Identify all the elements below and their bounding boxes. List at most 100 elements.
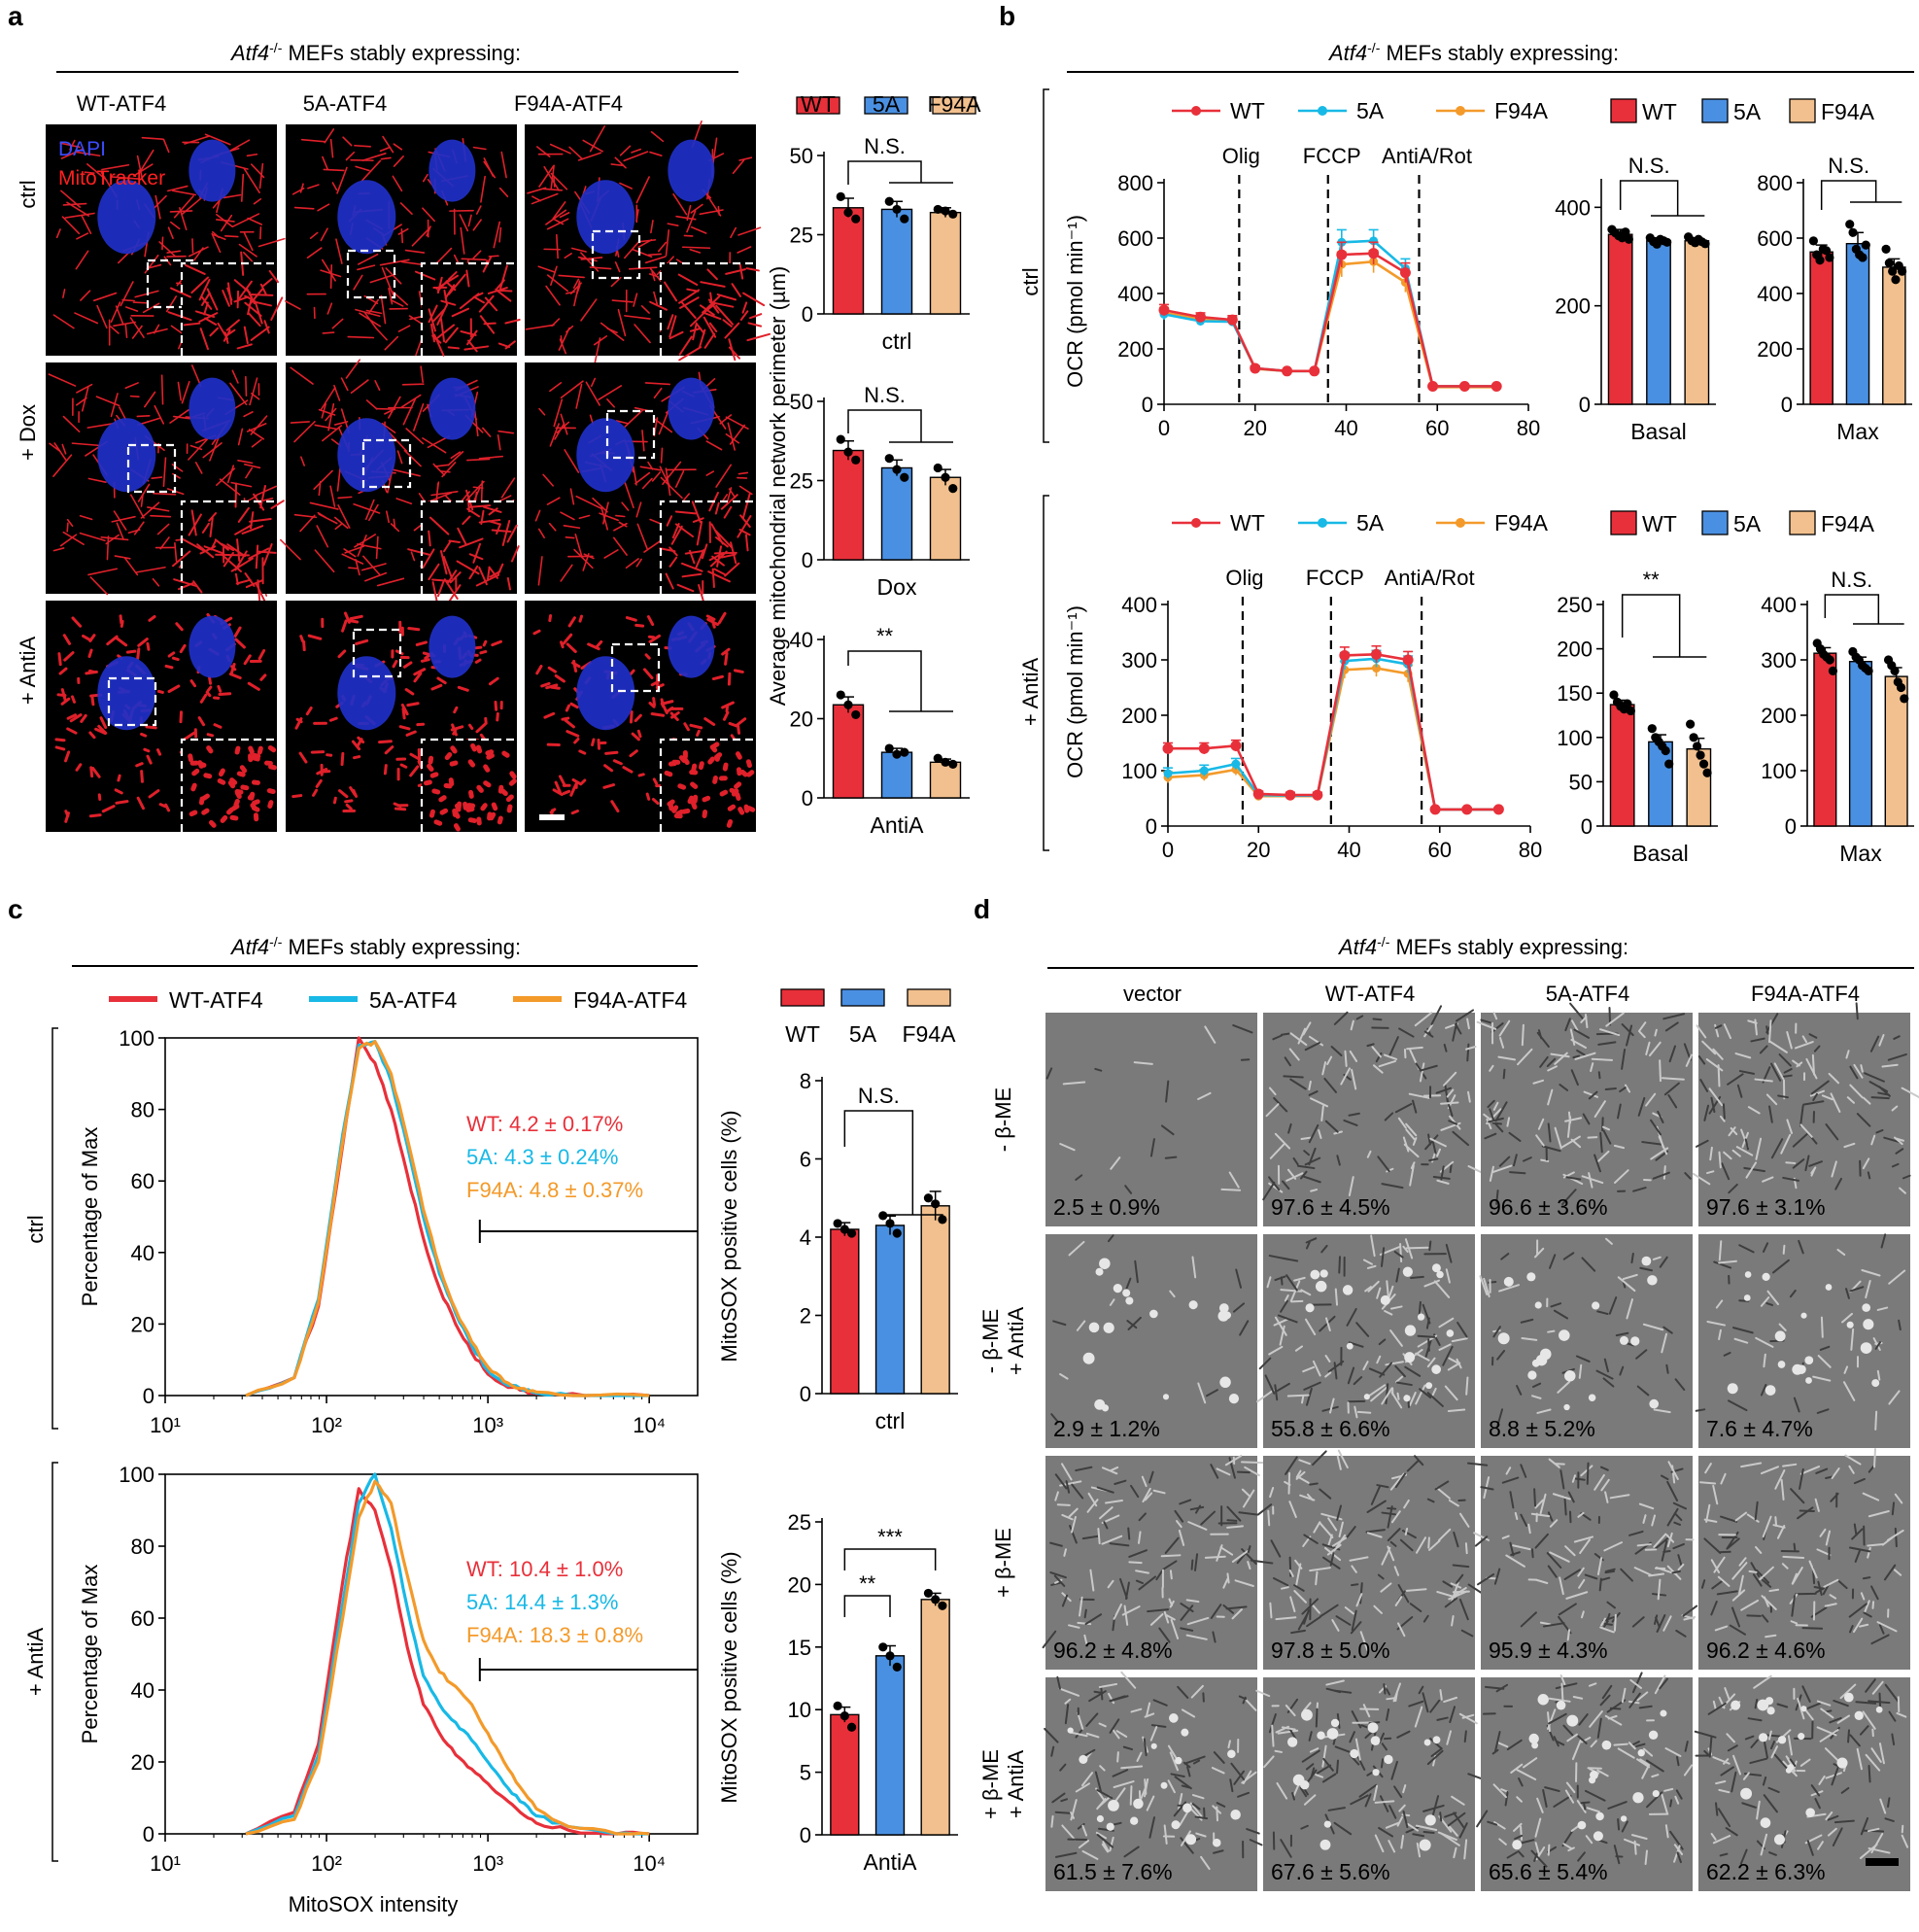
cell: [1664, 1021, 1679, 1032]
mito-fiber: [249, 377, 258, 406]
inset-border: [659, 738, 756, 832]
data-point: [892, 465, 902, 474]
inset-border: [420, 261, 517, 356]
cell: [1127, 1527, 1131, 1540]
mito-fiber: [672, 192, 688, 216]
mito-fiber: [593, 337, 601, 368]
cell: [1285, 1274, 1298, 1292]
inset-mito: [742, 292, 766, 307]
mito-fiber: [356, 738, 363, 747]
inset-mito: [463, 801, 468, 811]
mito-fiber: [705, 470, 715, 476]
legend-bar-label-f94a: F94A: [1821, 99, 1875, 124]
y-tick-label: 50: [790, 390, 813, 414]
cell: [1493, 1731, 1501, 1753]
cell: [1703, 1518, 1718, 1523]
cell: [1101, 1843, 1109, 1853]
mito-fiber: [660, 700, 674, 706]
mito-fiber: [546, 274, 569, 293]
floating-cell: [1363, 1394, 1370, 1400]
floating-cell: [1367, 1722, 1379, 1734]
cell: [1284, 1056, 1292, 1067]
cell: [1521, 1336, 1538, 1341]
mito-fiber: [402, 397, 417, 426]
y-tick-label: 8: [800, 1069, 811, 1093]
cell: [1722, 1103, 1726, 1120]
mito-fiber: [237, 459, 254, 465]
cell: [1489, 1108, 1495, 1122]
floating-cell: [1300, 1780, 1310, 1790]
floating-cell: [1787, 1764, 1795, 1771]
cell: [1141, 1475, 1148, 1488]
inset-mito: [739, 514, 751, 528]
cell: [1651, 1774, 1660, 1778]
cell: [1443, 1696, 1458, 1704]
cell: [1467, 1165, 1484, 1174]
cell: [1768, 1588, 1780, 1593]
cell: [1300, 1289, 1312, 1296]
cell: [1712, 1484, 1719, 1505]
cell: [1747, 1717, 1763, 1722]
nucleus: [337, 418, 396, 493]
mito-fiber: [58, 667, 68, 675]
mito-fiber: [133, 521, 145, 535]
cell: [1603, 1541, 1624, 1552]
cell: [1864, 1072, 1885, 1083]
mito-fiber: [457, 685, 469, 692]
floating-cell: [1647, 1275, 1658, 1286]
inset-mito: [447, 271, 458, 281]
mito-fiber: [95, 396, 120, 407]
panel-a-col-wt: WT-ATF4: [77, 91, 166, 116]
cell: [1500, 1788, 1509, 1793]
data-point: [1888, 266, 1898, 276]
data-point: [1621, 227, 1630, 237]
mito-fiber: [124, 382, 139, 390]
series-point: [1339, 649, 1351, 661]
mito-fiber: [475, 205, 482, 215]
data-point: [1686, 719, 1696, 729]
mito-fiber: [64, 750, 71, 763]
cell: [1661, 1793, 1668, 1815]
cell: [1373, 1784, 1379, 1802]
cell: [1389, 1472, 1405, 1491]
cell: [1109, 1542, 1130, 1547]
x-tick-label: 10⁴: [633, 1413, 666, 1437]
series-point: [1429, 804, 1441, 815]
cell: [1309, 1482, 1319, 1486]
mito-fiber: [665, 467, 671, 497]
cell: [1062, 1081, 1086, 1086]
cell: [1302, 1021, 1312, 1036]
mito-fiber: [293, 420, 316, 443]
data-point: [1698, 759, 1709, 769]
floating-cell: [1350, 1748, 1359, 1759]
data-point: [885, 1651, 895, 1661]
mito-fiber: [327, 402, 335, 431]
cell: [1493, 1821, 1506, 1830]
inset-mito: [465, 269, 470, 288]
cell: [1576, 1049, 1586, 1056]
cell: [1500, 1253, 1510, 1260]
cell: [1081, 1772, 1094, 1787]
phase-background: [1481, 1234, 1693, 1448]
mito-fiber: [171, 656, 180, 662]
mito-fiber: [88, 813, 102, 818]
cell: [1365, 1529, 1386, 1534]
inset-mito: [478, 567, 488, 586]
cell: [1194, 1553, 1199, 1571]
inset-mito: [208, 819, 217, 828]
mito-fiber: [683, 234, 694, 237]
cell: [1052, 1320, 1067, 1327]
roi-box: [361, 438, 412, 489]
mito-fiber: [621, 501, 630, 511]
cell: [1164, 1156, 1178, 1159]
cell: [1400, 1834, 1405, 1849]
cell: [1638, 1030, 1646, 1039]
inset-mito: [483, 780, 492, 788]
mito-fiber: [66, 522, 69, 533]
mito-fiber: [383, 764, 388, 776]
cell: [1635, 1742, 1646, 1747]
cell: [1552, 1493, 1571, 1501]
cell: [1486, 1118, 1492, 1130]
floating-cell: [1577, 1820, 1587, 1830]
data-point: [1662, 237, 1672, 247]
